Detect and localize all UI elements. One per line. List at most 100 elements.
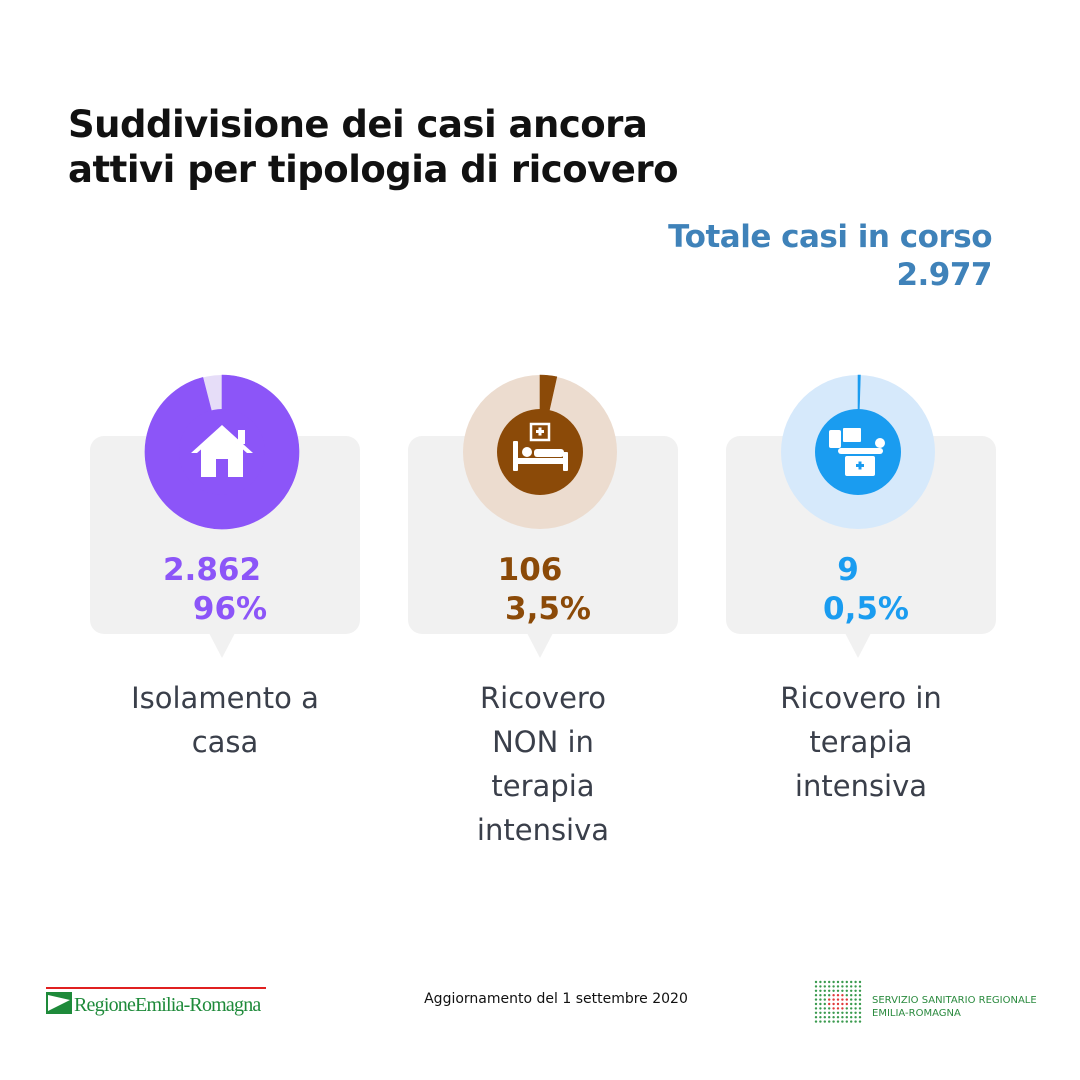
- logo-dot: [828, 1007, 831, 1010]
- logo-dot: [828, 1011, 831, 1014]
- logo-dot: [841, 1007, 844, 1010]
- card-pointer: [209, 633, 235, 658]
- logo-dot: [823, 994, 826, 997]
- card-pointer: [845, 633, 871, 658]
- logo-dot: [823, 998, 826, 1001]
- logo-dot: [814, 980, 818, 984]
- logo-dot: [832, 989, 835, 992]
- percent-label: 3,5%: [505, 591, 591, 627]
- logo-dot: [823, 1002, 826, 1006]
- icons: [191, 422, 885, 477]
- logo-dot: [836, 1011, 840, 1014]
- logo-dot: [814, 1020, 818, 1023]
- logo-dot: [819, 1016, 822, 1019]
- logo-dot: [845, 985, 848, 988]
- logo-dot: [819, 1020, 822, 1023]
- logo-dot: [850, 998, 853, 1001]
- logo-dot: [828, 1020, 831, 1023]
- logo-dot: [858, 1020, 862, 1023]
- right-logo-line: EMILIA-ROMAGNA: [872, 1008, 961, 1019]
- logo-dot: [858, 994, 862, 997]
- left-logo: RegioneEmilia-Romagna: [46, 987, 266, 1016]
- logo-dot: [828, 1002, 831, 1006]
- count-label: 9: [837, 552, 859, 588]
- logo-dot: [819, 998, 822, 1001]
- logo-dot: [854, 1011, 857, 1014]
- logo-dot: [858, 1011, 862, 1014]
- update-date: Aggiornamento del 1 settembre 2020: [424, 991, 688, 1007]
- logo-dot: [836, 989, 840, 992]
- logo-dot: [850, 1002, 853, 1006]
- logo-dot: [854, 985, 857, 988]
- logo-dot: [850, 989, 853, 992]
- logo-dot: [841, 980, 844, 984]
- logo-dot: [850, 980, 853, 984]
- logo-dot: [823, 1011, 826, 1014]
- logo-dot: [814, 1007, 818, 1010]
- logo-dot: [823, 985, 826, 988]
- logo-dot: [836, 994, 840, 997]
- logo-dot: [814, 1002, 818, 1006]
- logo-dot: [850, 1020, 853, 1023]
- logo-dot: [832, 1011, 835, 1014]
- logo-dot: [832, 994, 835, 997]
- logo-dot: [854, 980, 857, 984]
- logo-dot: [823, 980, 826, 984]
- total-title: Totale casi in corso: [668, 219, 992, 255]
- logo-dot: [814, 998, 818, 1001]
- logo-dot: [832, 1016, 835, 1019]
- logo-dot: [854, 1016, 857, 1019]
- logo-dot: [814, 994, 818, 997]
- logo-dot: [828, 1016, 831, 1019]
- logo-dot: [850, 1016, 853, 1019]
- logo-dot: [832, 1007, 835, 1010]
- logo-dot: [841, 1011, 844, 1014]
- bed-icon: [513, 422, 568, 471]
- count-label: 2.862: [163, 552, 261, 588]
- logo-dot: [836, 1007, 840, 1010]
- logo-dot: [836, 1002, 840, 1006]
- logo-dot: [836, 998, 840, 1001]
- logo-dot: [845, 1020, 848, 1023]
- logo-dot: [832, 980, 835, 984]
- logo-dot: [819, 1011, 822, 1014]
- logo-dot: [828, 994, 831, 997]
- logo-dot: [823, 1020, 826, 1023]
- total-box: Totale casi in corso 2.977: [668, 218, 992, 294]
- logo-dot: [836, 980, 840, 984]
- logo-dot: [858, 1002, 862, 1006]
- icu-icon: [829, 428, 885, 476]
- logo-dot: [845, 1002, 848, 1006]
- title: Suddivisione dei casi ancora attivi per …: [68, 103, 679, 191]
- logo-dot: [845, 1007, 848, 1010]
- total-value: 2.977: [896, 257, 992, 293]
- logo-dot: [814, 989, 818, 992]
- logo-dot: [836, 985, 840, 988]
- category-label: Isolamento a casa: [131, 681, 319, 759]
- logo-dot: [841, 989, 844, 992]
- logo-dot: [854, 1002, 857, 1006]
- logo-dot: [819, 1002, 822, 1006]
- right-logo-line: SERVIZIO SANITARIO REGIONALE: [872, 995, 1037, 1006]
- logo-dot: [814, 1016, 818, 1019]
- logo-dot: [841, 998, 844, 1001]
- logo-dot: [858, 985, 862, 988]
- logo-dot: [845, 998, 848, 1001]
- logo-dot: [819, 980, 822, 984]
- logo-dot: [823, 989, 826, 992]
- logo-dot: [854, 1020, 857, 1023]
- logo-dot: [845, 994, 848, 997]
- logo-dot: [854, 994, 857, 997]
- count-label: 106: [498, 552, 563, 588]
- logo-dot: [850, 1011, 853, 1014]
- logo-dot: [819, 1007, 822, 1010]
- logo-dot: [858, 980, 862, 984]
- percent-label: 0,5%: [823, 591, 909, 627]
- logo-dot: [828, 998, 831, 1001]
- logo-dot: [858, 1016, 862, 1019]
- logo-dot: [858, 989, 862, 992]
- logo-dot: [836, 1016, 840, 1019]
- logo-dot: [854, 998, 857, 1001]
- logo-dot: [832, 985, 835, 988]
